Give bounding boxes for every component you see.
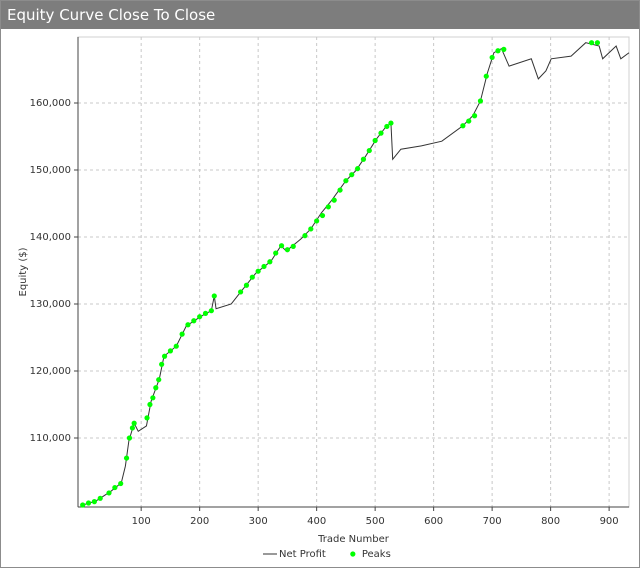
peak-point bbox=[159, 361, 165, 367]
peak-point bbox=[167, 348, 174, 354]
peak-point bbox=[112, 484, 118, 491]
peak-point bbox=[337, 187, 343, 193]
x-tick-label: 900 bbox=[600, 516, 619, 527]
peak-point bbox=[471, 113, 478, 119]
plot-area bbox=[77, 36, 630, 508]
peak-point bbox=[191, 318, 197, 324]
peak-point bbox=[378, 130, 384, 136]
peak-point bbox=[477, 98, 484, 104]
peak-point bbox=[489, 54, 495, 61]
y-axis-label: Equity ($) bbox=[18, 247, 29, 296]
peak-point bbox=[495, 48, 501, 54]
peak-point bbox=[80, 502, 86, 508]
peak-point bbox=[85, 500, 92, 506]
peak-point bbox=[319, 212, 326, 219]
x-tick-label: 200 bbox=[190, 516, 209, 527]
peak-point bbox=[97, 495, 103, 501]
x-tick-label: 600 bbox=[424, 516, 443, 527]
x-tick-label: 800 bbox=[541, 516, 560, 527]
peak-point bbox=[302, 233, 308, 239]
y-tick-label: 150,000 bbox=[30, 165, 71, 176]
peak-point bbox=[106, 490, 112, 496]
peak-point bbox=[126, 435, 133, 441]
peak-point bbox=[161, 353, 168, 359]
peak-point bbox=[150, 395, 156, 401]
peak-point bbox=[372, 137, 378, 144]
peak-point bbox=[594, 40, 601, 46]
peak-point bbox=[91, 499, 97, 505]
peak-point bbox=[118, 480, 124, 487]
title-bar: Equity Curve Close To Close bbox=[1, 1, 639, 29]
peak-point bbox=[238, 289, 244, 295]
x-tick-label: 500 bbox=[366, 516, 385, 527]
peak-point bbox=[501, 46, 507, 52]
peak-point bbox=[255, 268, 261, 274]
peak-point bbox=[197, 314, 203, 320]
peak-point bbox=[483, 73, 489, 79]
peak-point bbox=[331, 197, 337, 203]
y-tick-label: 120,000 bbox=[30, 366, 71, 377]
peak-point bbox=[290, 243, 296, 249]
peak-point bbox=[460, 123, 466, 129]
peak-point bbox=[202, 310, 209, 316]
peak-point bbox=[156, 377, 162, 383]
peak-point bbox=[308, 226, 314, 232]
peak-point bbox=[144, 415, 150, 421]
peak-point bbox=[325, 204, 331, 210]
peak-point bbox=[278, 243, 285, 249]
peak-point bbox=[384, 123, 390, 130]
legend-dot bbox=[350, 551, 356, 557]
peak-point bbox=[466, 118, 472, 124]
x-axis-label: Trade Number bbox=[317, 534, 390, 545]
peak-point bbox=[354, 166, 361, 172]
x-tick-label: 100 bbox=[132, 516, 151, 527]
peak-point bbox=[211, 293, 217, 299]
chart: 110,000 120,000 130,000 140,000 150,000 160,0… bbox=[18, 36, 630, 560]
x-tick-label: 300 bbox=[249, 516, 268, 527]
peak-point bbox=[129, 425, 135, 431]
peak-point bbox=[349, 172, 355, 178]
peak-point bbox=[366, 147, 372, 154]
peak-point bbox=[173, 343, 179, 349]
x-tick-label: 700 bbox=[483, 516, 502, 527]
peak-point bbox=[131, 420, 137, 426]
peak-point bbox=[360, 156, 367, 162]
peak-point bbox=[273, 250, 279, 256]
legend-label: Net Profit bbox=[279, 549, 326, 560]
peak-point bbox=[208, 308, 214, 314]
peak-point bbox=[343, 178, 349, 184]
peak-point bbox=[249, 274, 255, 280]
peak-point bbox=[153, 385, 159, 391]
legend-label: Peaks bbox=[362, 549, 391, 560]
peak-point bbox=[179, 331, 185, 337]
peak-point bbox=[588, 40, 595, 46]
peak-point bbox=[185, 322, 191, 328]
peak-point bbox=[147, 401, 153, 408]
peak-point bbox=[314, 218, 320, 224]
peak-point bbox=[243, 282, 250, 288]
y-tick-label: 160,000 bbox=[30, 98, 71, 109]
x-tick-label: 400 bbox=[307, 516, 326, 527]
y-tick-label: 130,000 bbox=[30, 299, 71, 310]
peak-point bbox=[267, 259, 273, 265]
peak-point bbox=[123, 455, 130, 461]
peak-point bbox=[261, 263, 267, 270]
peak-point bbox=[388, 120, 394, 126]
y-tick-label: 110,000 bbox=[30, 433, 71, 444]
peak-point bbox=[284, 247, 291, 253]
y-tick-label: 140,000 bbox=[30, 232, 71, 243]
